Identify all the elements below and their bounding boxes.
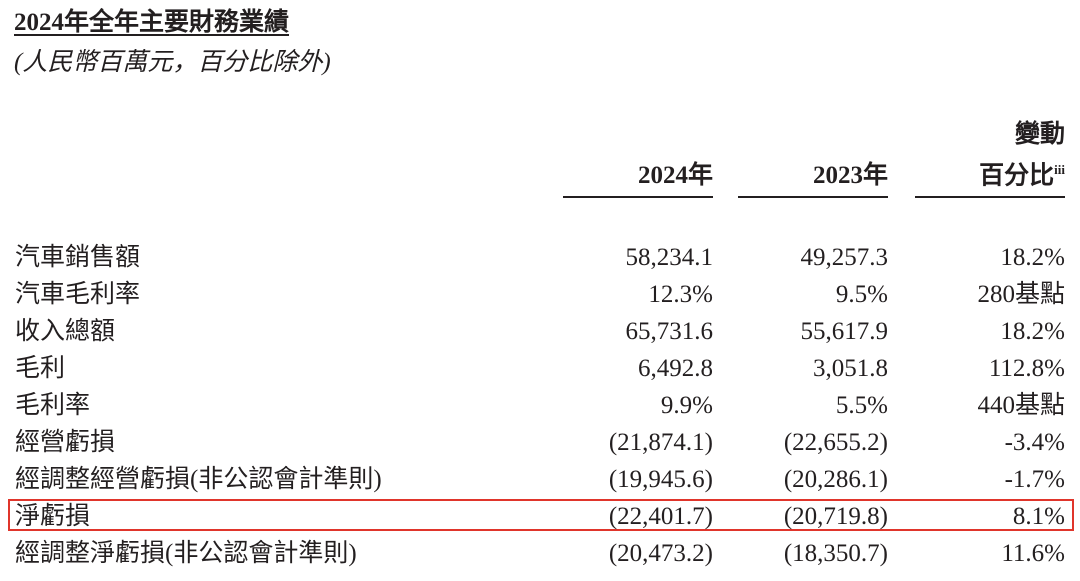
cell-value: 58,234.1 [625,244,714,271]
cell-value: (19,945.6) [608,466,713,493]
cell-value: (22,401.7) [608,503,713,530]
cell-value: 112.8% [988,355,1065,382]
cell-value: 65,731.6 [625,318,714,345]
cell-value: 49,257.3 [800,244,889,271]
column-header: 變動 [1014,121,1065,148]
cell-value: (20,286.1) [783,466,888,493]
header-rule [563,196,713,198]
column-header: 百分比iii [915,163,1065,188]
row-label: 經營虧損 [15,429,116,456]
cell-value: 12.3% [648,281,713,308]
cell-value: (20,473.2) [608,540,713,567]
row-label: 毛利 [15,355,66,382]
row-label: 經調整淨虧損(非公認會計準則) [15,540,357,567]
row-label: 經調整經營虧損(非公認會計準則) [15,466,382,493]
cell-value: 11.6% [1001,540,1065,567]
cell-value: -3.4% [1004,429,1065,456]
footnote-marker: iii [1054,162,1065,177]
column-header-text: 百分比 [979,162,1055,190]
cell-value: 5.5% [835,392,888,419]
cell-value: 18.2% [1000,318,1065,345]
cell-value: (20,719.8) [783,503,888,530]
cell-value: (18,350.7) [783,540,888,567]
cell-value: (21,874.1) [608,429,713,456]
highlight-box [8,499,1074,531]
cell-value: 8.1% [1012,503,1065,530]
row-label: 汽車毛利率 [15,281,141,308]
cell-value: 6,492.8 [638,355,713,382]
row-label: 汽車銷售額 [15,244,141,271]
column-header: 2023年 [812,162,888,189]
row-label: 毛利率 [15,392,91,419]
cell-value: 3,051.8 [813,355,888,382]
cell-value: 9.9% [660,392,713,419]
header-rule [915,196,1065,198]
column-header: 2024年 [637,162,713,189]
cell-value: 55,617.9 [800,318,889,345]
row-label: 淨虧損 [15,503,91,530]
cell-value: (22,655.2) [783,429,888,456]
cell-value: 440基點 [977,392,1065,419]
cell-value: -1.7% [1004,466,1065,493]
header-rule [738,196,888,198]
cell-value: 18.2% [1000,244,1065,271]
cell-value: 280基點 [977,281,1065,308]
cell-value: 9.5% [835,281,888,308]
title: 2024年全年主要財務業績 [14,9,290,36]
row-label: 收入總額 [15,318,116,345]
subtitle: (人民幣百萬元，百分比除外) [14,49,331,76]
